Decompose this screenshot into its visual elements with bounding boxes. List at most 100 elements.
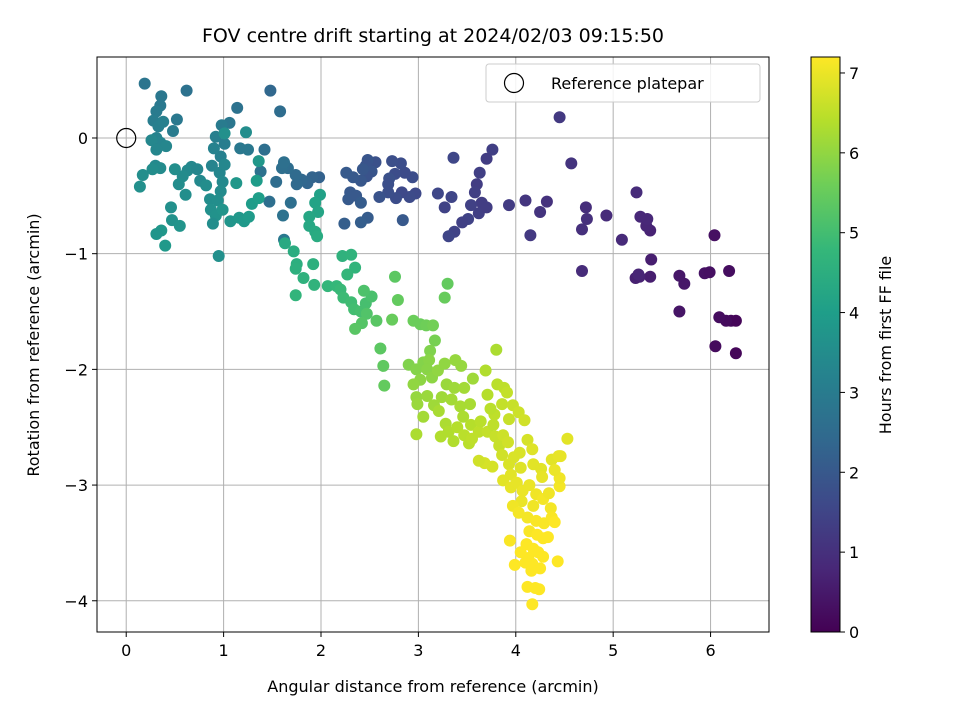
x-tick-label: 4: [511, 641, 521, 660]
colorbar-tick-label: 3: [849, 383, 859, 402]
data-point: [150, 228, 163, 240]
data-point: [496, 449, 509, 461]
data-point: [150, 105, 163, 118]
data-point: [521, 433, 534, 446]
data-point: [311, 230, 324, 243]
data-point: [428, 334, 441, 347]
data-point: [632, 268, 645, 281]
data-point: [466, 372, 479, 385]
data-point: [474, 415, 487, 428]
data-point: [673, 269, 686, 282]
legend-label-reference-platepar: Reference platepar: [551, 74, 704, 93]
y-axis-ticks: 0 −1 −2 −3 −4: [64, 129, 97, 611]
data-point: [410, 428, 423, 441]
data-point: [155, 90, 168, 103]
data-point: [465, 418, 477, 431]
data-point: [472, 454, 485, 467]
data-point: [374, 342, 387, 355]
data-point: [565, 157, 578, 170]
data-point: [289, 289, 302, 302]
data-point: [360, 307, 373, 320]
data-point: [278, 156, 290, 169]
data-point: [211, 194, 224, 207]
data-point: [503, 413, 515, 426]
data-point: [234, 142, 247, 155]
y-tick-label: −4: [64, 592, 88, 611]
data-point: [167, 125, 179, 137]
data-point: [417, 410, 430, 423]
data-point: [157, 115, 170, 128]
data-point: [254, 165, 267, 178]
data-point: [386, 313, 399, 326]
data-point: [615, 233, 628, 246]
data-point: [340, 166, 353, 179]
data-point: [503, 534, 516, 547]
x-tick-label: 5: [608, 641, 618, 660]
data-point: [644, 270, 657, 283]
data-point: [579, 201, 592, 214]
data-point: [354, 196, 367, 209]
colorbar-tick-label: 5: [849, 224, 859, 243]
data-point: [146, 163, 159, 176]
reference-platepar-marker: [116, 127, 137, 149]
data-point: [548, 464, 561, 476]
data-point: [525, 564, 538, 577]
data-point: [503, 199, 515, 212]
colorbar: [810, 56, 841, 633]
data-point: [456, 216, 469, 229]
data-point: [396, 214, 409, 227]
data-point: [723, 265, 736, 277]
data-point: [356, 163, 369, 176]
data-point: [445, 191, 458, 203]
data-point: [527, 499, 540, 512]
x-tick-label: 3: [413, 641, 423, 660]
data-point: [214, 185, 227, 198]
data-point: [382, 186, 395, 199]
data-points: [133, 77, 742, 611]
data-point: [263, 195, 276, 208]
data-point: [212, 250, 225, 262]
y-tick-label: 0: [78, 129, 88, 148]
data-point: [580, 213, 593, 225]
data-point: [424, 344, 437, 357]
data-point: [354, 216, 367, 229]
data-point: [289, 262, 302, 275]
data-point: [561, 432, 574, 445]
data-point: [548, 516, 561, 529]
data-point: [242, 210, 255, 223]
data-point: [541, 531, 554, 544]
data-point: [514, 461, 527, 474]
data-point: [312, 206, 325, 218]
data-point: [524, 229, 537, 242]
data-point: [270, 175, 283, 188]
data-point: [490, 343, 503, 356]
data-point: [218, 137, 231, 150]
data-point: [523, 479, 536, 492]
data-point: [432, 405, 445, 417]
data-point: [309, 196, 322, 209]
data-point: [338, 217, 351, 230]
data-point: [600, 209, 613, 222]
data-point: [551, 555, 564, 568]
data-point: [386, 155, 399, 168]
data-point: [451, 421, 464, 434]
data-point: [216, 203, 229, 216]
colorbar-tick-label: 1: [849, 543, 859, 562]
data-point: [729, 314, 742, 327]
data-point: [458, 381, 471, 394]
data-point: [349, 261, 362, 274]
data-point: [216, 175, 229, 188]
data-point: [465, 199, 477, 212]
data-point: [508, 558, 521, 571]
data-point: [445, 393, 458, 406]
data-point: [554, 450, 567, 463]
data-point: [377, 359, 390, 372]
x-tick-label: 0: [121, 641, 131, 660]
data-point: [438, 357, 451, 370]
data-point: [207, 142, 220, 155]
data-point: [473, 166, 486, 179]
data-point: [136, 169, 149, 181]
data-point: [431, 187, 444, 200]
data-point: [349, 322, 362, 335]
data-point: [168, 163, 181, 176]
